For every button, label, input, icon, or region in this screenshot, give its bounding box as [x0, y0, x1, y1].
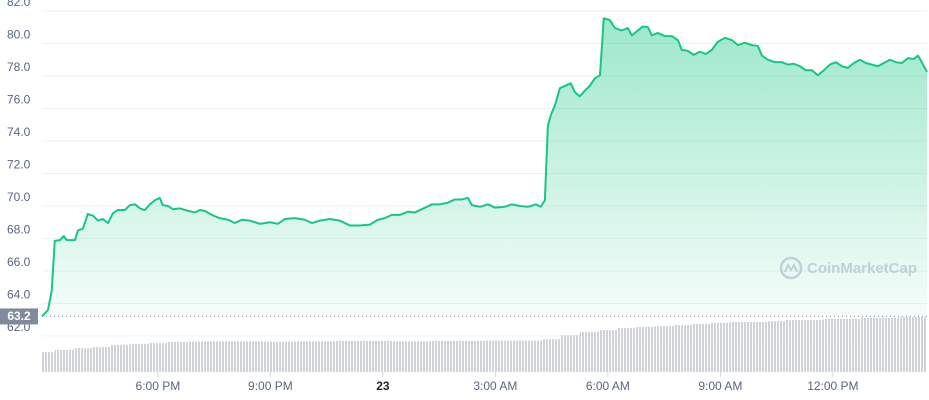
volume-bar	[54, 349, 74, 372]
volume-bar	[542, 339, 561, 372]
volume-bar	[148, 343, 168, 372]
volume-bar	[298, 341, 318, 372]
volume-bar	[467, 340, 486, 372]
y-tick-label: 68.0	[7, 223, 31, 237]
volume-bar	[317, 341, 336, 372]
watermark-logo	[779, 256, 803, 280]
volume-bar	[917, 317, 927, 372]
volume-bar	[242, 341, 261, 372]
watermark-logo-mark	[784, 262, 798, 273]
volume-bar	[42, 352, 55, 372]
y-tick-label: 70.0	[7, 190, 31, 204]
volume-bar	[898, 317, 918, 372]
x-tick-label: 6:00 AM	[586, 379, 630, 393]
volume-bar	[767, 321, 786, 372]
volume-bar	[617, 327, 636, 372]
x-tick-label: 3:00 AM	[473, 379, 517, 393]
y-tick-label: 76.0	[7, 93, 31, 107]
volume-bar	[729, 321, 749, 372]
volume-bar	[823, 318, 843, 372]
y-tick-label: 82.0	[7, 0, 31, 9]
labels: 62.064.066.068.070.072.074.076.078.080.0…	[0, 0, 859, 393]
volume-bar	[523, 340, 543, 372]
volume-bar	[186, 341, 205, 372]
volume-bar	[354, 340, 374, 372]
price-area-fill	[42, 18, 927, 317]
volume-bar	[879, 317, 899, 372]
volume-bar	[842, 318, 861, 372]
volume-bar	[392, 341, 411, 372]
volume-bar	[448, 340, 468, 372]
volume-bar	[692, 323, 711, 372]
price-area	[41, 17, 928, 318]
x-tick-label: 23	[376, 379, 390, 393]
volume-bar	[804, 320, 824, 372]
volume-bar	[561, 335, 580, 372]
y-tick-label: 64.0	[7, 288, 31, 302]
volume-bar	[579, 331, 599, 372]
open-price-badge	[0, 308, 38, 325]
volume-bar	[92, 347, 111, 372]
volume-bar	[504, 340, 524, 372]
watermark: CoinMarketCap	[779, 256, 917, 280]
volume-bar	[429, 340, 449, 372]
volume-bar	[861, 317, 880, 372]
y-tick-label: 66.0	[7, 255, 31, 269]
price-line	[41, 17, 928, 318]
volume-bars	[42, 317, 927, 372]
volume-bar	[486, 340, 505, 372]
volume-bar	[373, 340, 393, 372]
volume-bar	[261, 341, 280, 372]
x-tick-label: 9:00 AM	[698, 379, 742, 393]
volume-bar	[279, 341, 299, 372]
volume-bar	[167, 342, 186, 372]
volume-bar	[598, 330, 618, 372]
volume-bar	[673, 325, 693, 372]
volume-bar	[411, 341, 430, 372]
watermark-text: CoinMarketCap	[807, 260, 917, 277]
volume-bar	[654, 326, 674, 372]
y-tick-label: 74.0	[7, 125, 31, 139]
volume-bar	[129, 343, 149, 372]
volume-bar	[748, 321, 768, 372]
volume-bar	[336, 340, 355, 372]
volume-bar	[223, 341, 243, 372]
y-tick-label: 72.0	[7, 158, 31, 172]
open-price-label: 63.2	[7, 309, 31, 323]
volume-bar	[636, 326, 655, 372]
x-tick-label: 12:00 PM	[807, 379, 858, 393]
y-tick-label: 80.0	[7, 28, 31, 42]
y-tick-label: 78.0	[7, 60, 31, 74]
volume-bar	[73, 348, 93, 372]
volume-bar	[711, 322, 730, 372]
volume-bar	[111, 344, 130, 372]
x-tick-label: 9:00 PM	[248, 379, 293, 393]
volume-bar	[786, 320, 805, 372]
x-tick-label: 6:00 PM	[136, 379, 181, 393]
volume-bar	[204, 341, 224, 372]
